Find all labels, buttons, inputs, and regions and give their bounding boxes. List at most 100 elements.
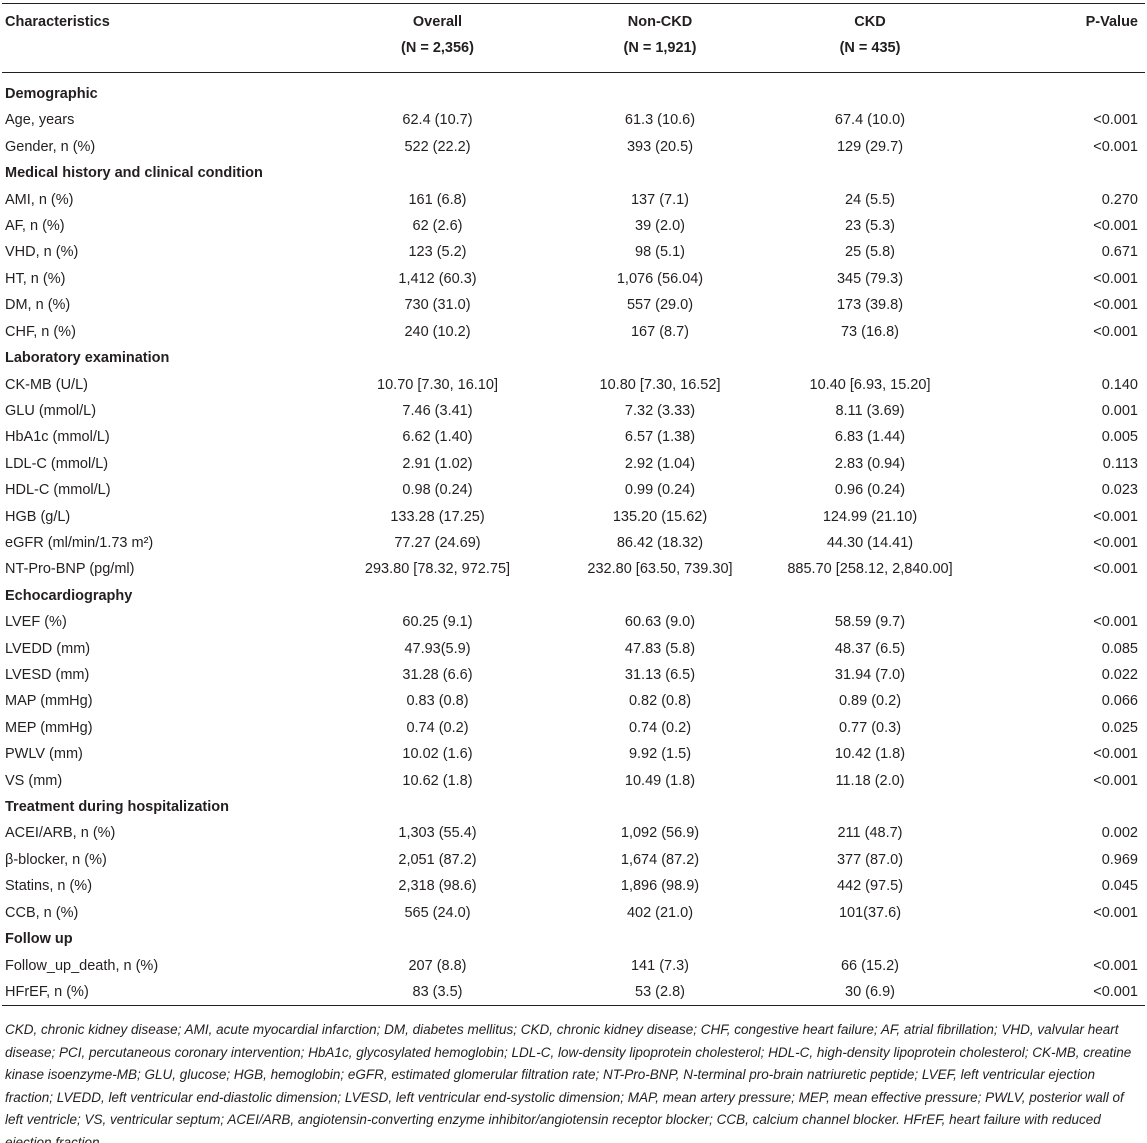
cell-value: 10.70 [7.30, 16.10] — [377, 376, 498, 393]
cell-value: 60.63 (9.0) — [624, 614, 696, 631]
cell-value: 129 (29.7) — [836, 138, 904, 155]
p-value: <0.001 — [1093, 746, 1138, 763]
cell-value: 123 (5.2) — [408, 244, 467, 261]
cell-value: 2.83 (0.94) — [834, 455, 906, 472]
p-value: <0.001 — [1093, 270, 1138, 287]
cell-value: 58.59 (9.7) — [834, 614, 906, 631]
p-value: <0.001 — [1093, 297, 1138, 314]
cell-value: 442 (97.5) — [836, 878, 904, 895]
cell-value: 1,896 (98.9) — [620, 878, 700, 895]
p-value: <0.001 — [1093, 772, 1138, 789]
cell-value: 1,092 (56.9) — [620, 825, 700, 842]
cell-value: 6.62 (1.40) — [402, 429, 473, 446]
row-label: Age, years — [5, 112, 75, 129]
cell-value: 137 (7.1) — [630, 191, 690, 208]
cell-value: 7.46 (3.41) — [402, 402, 473, 419]
row-label: Statins, n (%) — [5, 878, 93, 895]
cell-value: 240 (10.2) — [404, 323, 471, 340]
cell-value: 885.70 [258.12, 2,840.00] — [787, 561, 953, 578]
row-label: GLU (mmol/L) — [5, 402, 97, 419]
cell-value: 2.91 (1.02) — [402, 455, 473, 472]
cell-value: 211 (48.7) — [837, 825, 903, 842]
cell-value: 293.80 [78.32, 972.75] — [364, 561, 511, 578]
cell-value: 61.3 (10.6) — [624, 112, 696, 129]
row-label: CHF, n (%) — [5, 323, 76, 340]
cell-value: 2,051 (87.2) — [398, 851, 477, 868]
p-value: <0.001 — [1093, 957, 1138, 974]
cell-value: 6.83 (1.44) — [834, 429, 906, 446]
cell-value: 47.83 (5.8) — [624, 640, 696, 657]
section-title: Echocardiography — [5, 587, 133, 604]
row-label: AF, n (%) — [5, 218, 65, 235]
p-value: 0.022 — [1101, 667, 1138, 684]
p-value: 0.270 — [1101, 191, 1138, 208]
p-value: <0.001 — [1093, 534, 1138, 551]
p-value-header: P-Value — [1085, 14, 1138, 30]
cell-value: 24 (5.5) — [845, 191, 895, 208]
row-label: VHD, n (%) — [5, 244, 79, 261]
p-value: 0.025 — [1101, 719, 1138, 736]
cell-value: 0.74 (0.2) — [628, 719, 692, 736]
bottom-rule — [2, 1005, 1145, 1006]
cell-value: 133.28 (17.25) — [390, 508, 485, 525]
cell-value: 0.89 (0.2) — [838, 693, 902, 710]
cell-value: 393 (20.5) — [626, 138, 694, 155]
row-label: PWLV (mm) — [5, 746, 83, 763]
cell-value: 2.92 (1.04) — [624, 455, 696, 472]
section-title: Laboratory examination — [5, 350, 170, 367]
column-n: (N = 1,921) — [623, 40, 697, 56]
cell-value: 47.93(5.9) — [404, 640, 471, 657]
top-rule — [2, 3, 1145, 4]
p-value: 0.002 — [1101, 825, 1138, 842]
column-n: (N = 435) — [839, 40, 901, 56]
cell-value: 67.4 (10.0) — [834, 112, 906, 129]
p-value: 0.045 — [1101, 878, 1138, 895]
cell-value: 232.80 [63.50, 739.30] — [587, 561, 733, 578]
p-value: 0.023 — [1101, 482, 1138, 499]
cell-value: 1,076 (56.04) — [616, 270, 704, 287]
cell-value: 25 (5.8) — [845, 244, 895, 261]
row-label: HbA1c (mmol/L) — [5, 429, 110, 446]
row-label: MEP (mmHg) — [5, 719, 93, 736]
row-label: AMI, n (%) — [5, 191, 74, 208]
cell-value: 30 (6.9) — [845, 983, 895, 1000]
cell-value: 10.62 (1.8) — [402, 772, 473, 789]
row-label: HFrEF, n (%) — [5, 983, 89, 1000]
cell-value: 1,303 (55.4) — [398, 825, 477, 842]
cell-value: 10.80 [7.30, 16.52] — [599, 376, 721, 393]
cell-value: 7.32 (3.33) — [624, 402, 696, 419]
row-label: HGB (g/L) — [5, 508, 71, 525]
cell-value: 0.82 (0.8) — [628, 693, 692, 710]
p-value: <0.001 — [1093, 904, 1138, 921]
column-name: Overall — [412, 14, 463, 30]
cell-value: 101(37.6) — [838, 904, 902, 921]
cell-value: 161 (6.8) — [408, 191, 467, 208]
cell-value: 8.11 (3.69) — [835, 402, 905, 419]
header-label: Characteristics — [5, 14, 110, 30]
cell-value: 1,412 (60.3) — [398, 270, 477, 287]
cell-value: 62.4 (10.7) — [402, 112, 473, 129]
row-label: β-blocker, n (%) — [5, 851, 107, 868]
cell-value: 141 (7.3) — [630, 957, 690, 974]
row-label: HDL-C (mmol/L) — [5, 482, 111, 499]
row-label: DM, n (%) — [5, 297, 71, 314]
section-title: Medical history and clinical condition — [5, 165, 263, 182]
p-value: 0.001 — [1101, 402, 1138, 419]
cell-value: 173 (39.8) — [836, 297, 904, 314]
p-value: <0.001 — [1093, 218, 1138, 235]
cell-value: 402 (21.0) — [626, 904, 694, 921]
column-name: Non-CKD — [627, 14, 693, 30]
row-label: Gender, n (%) — [5, 138, 96, 155]
row-label: ACEI/ARB, n (%) — [5, 825, 116, 842]
row-label: LVEDD (mm) — [5, 640, 91, 657]
cell-value: 77.27 (24.69) — [394, 534, 481, 551]
p-value: 0.113 — [1102, 455, 1138, 472]
row-label: eGFR (ml/min/1.73 m²) — [5, 534, 154, 551]
cell-value: 62 (2.6) — [412, 218, 463, 235]
cell-value: 565 (24.0) — [404, 904, 471, 921]
section-title: Follow up — [5, 931, 73, 948]
section-title: Demographic — [5, 86, 98, 102]
cell-value: 23 (5.3) — [845, 218, 895, 235]
cell-value: 53 (2.8) — [635, 983, 685, 1000]
p-value: 0.085 — [1101, 640, 1138, 657]
